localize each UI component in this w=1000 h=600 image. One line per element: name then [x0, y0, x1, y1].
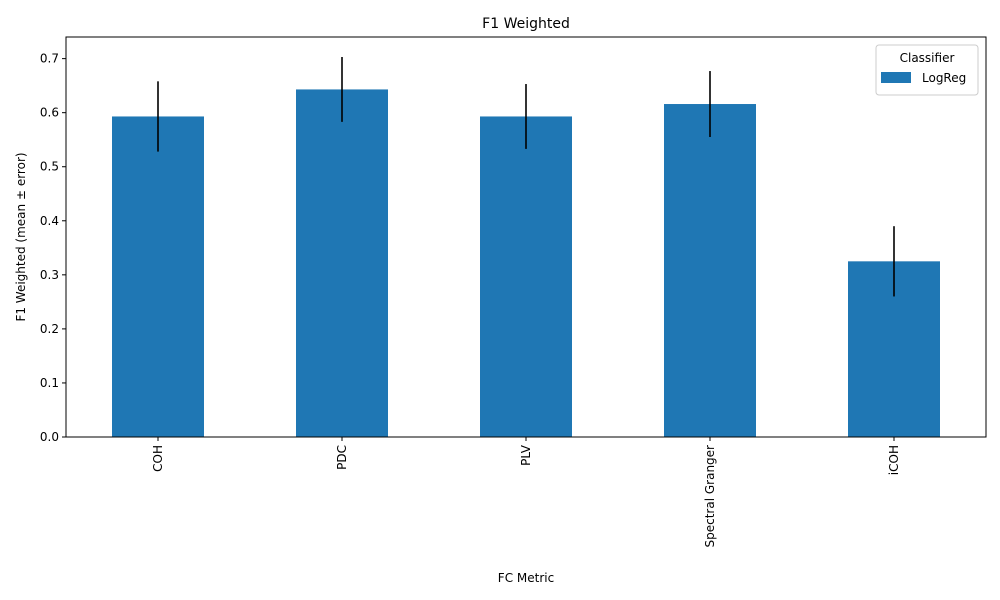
legend-title: Classifier — [900, 51, 955, 65]
y-tick-label: 0.5 — [40, 160, 59, 174]
x-tick-label: iCOH — [887, 445, 901, 475]
plot-frame — [65, 36, 987, 438]
y-axis-title: F1 Weighted (mean ± error) — [14, 152, 28, 321]
bars-group — [112, 89, 940, 437]
x-axis-title: FC Metric — [498, 571, 554, 585]
legend-swatch — [881, 72, 911, 83]
x-tick-label: PDC — [335, 445, 349, 470]
bar-plv — [480, 116, 572, 437]
y-tick-label: 0.3 — [40, 268, 59, 282]
y-tick-label: 0.0 — [40, 430, 59, 444]
x-tick-label: Spectral Granger — [703, 445, 717, 548]
error-bars-group — [157, 57, 895, 297]
legend-label: LogReg — [922, 71, 966, 85]
x-tick-label: PLV — [519, 444, 533, 466]
bar-pdc — [296, 89, 388, 437]
bar-coh — [112, 116, 204, 437]
y-tick-label: 0.1 — [40, 376, 59, 390]
y-axis: 0.0 0.1 0.2 0.3 0.4 0.5 0.6 0.7 — [40, 52, 66, 444]
y-tick-label: 0.2 — [40, 322, 59, 336]
chart-title: F1 Weighted — [482, 16, 570, 32]
y-tick-label: 0.4 — [40, 214, 59, 228]
legend: Classifier LogReg — [875, 44, 979, 96]
y-tick-label: 0.7 — [40, 52, 59, 66]
x-tick-label: COH — [151, 445, 165, 472]
x-axis: COH PDC PLV Spectral Granger iCOH — [151, 437, 901, 547]
y-tick-label: 0.6 — [40, 106, 59, 120]
bar-spectral-granger — [664, 104, 756, 437]
